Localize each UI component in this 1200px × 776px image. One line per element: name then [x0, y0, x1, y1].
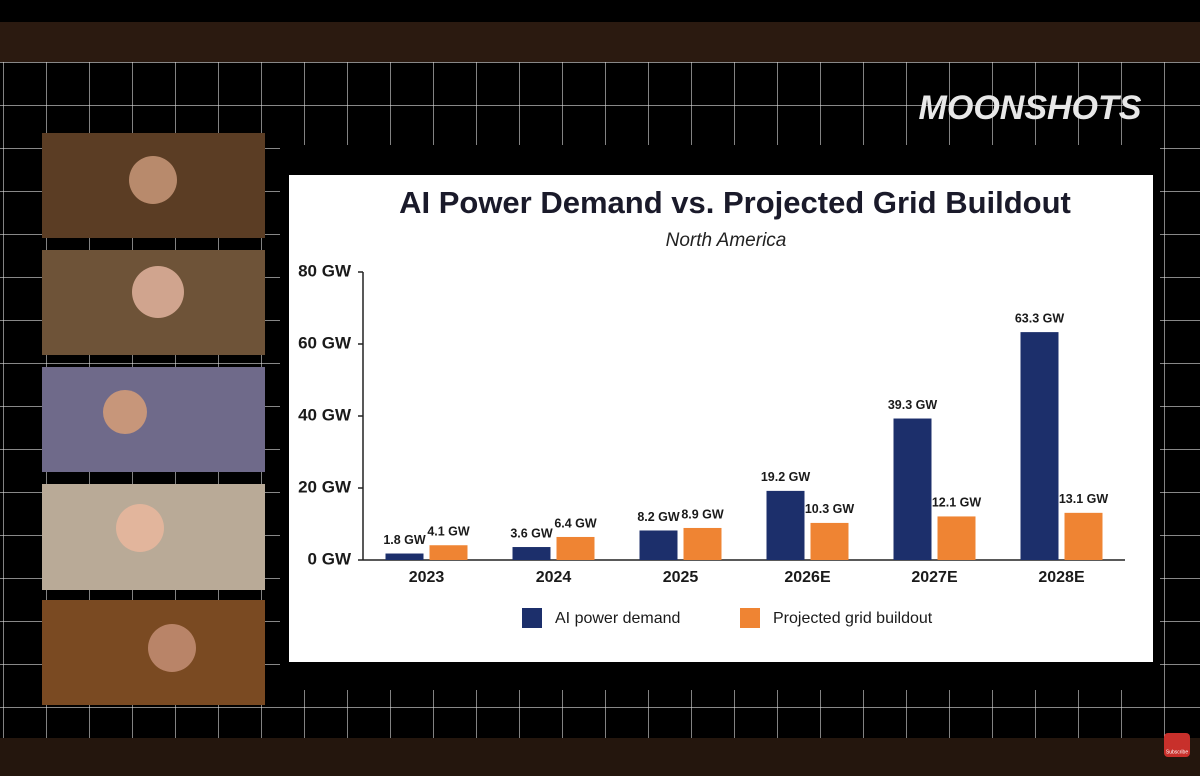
bar: [937, 516, 976, 560]
legend-label: AI power demand: [555, 610, 680, 627]
y-tick-label: 0 GW: [308, 549, 352, 568]
chart-subtitle: North America: [666, 230, 787, 251]
legend-swatch: [740, 608, 760, 628]
value-label: 8.9 GW: [681, 507, 724, 521]
legend-label: Projected grid buildout: [773, 610, 933, 627]
participant-head: [116, 504, 164, 552]
bar: [385, 553, 424, 560]
chart: AI Power Demand vs. Projected Grid Build…: [298, 185, 1125, 628]
participant-head: [148, 624, 196, 672]
value-label: 39.3 GW: [888, 398, 938, 412]
bar: [429, 545, 468, 560]
y-tick-label: 80 GW: [298, 261, 352, 280]
x-tick-label: 2024: [536, 569, 572, 586]
bar: [810, 522, 849, 560]
participant-head: [132, 266, 184, 318]
y-tick-label: 60 GW: [298, 333, 352, 352]
value-label: 6.4 GW: [554, 516, 597, 530]
value-label: 1.8 GW: [383, 533, 426, 547]
bar: [1020, 332, 1059, 560]
chart-title: AI Power Demand vs. Projected Grid Build…: [399, 185, 1071, 220]
participant-head: [103, 390, 147, 434]
value-label: 3.6 GW: [510, 526, 553, 540]
x-tick-label: 2027E: [911, 569, 958, 586]
value-label: 4.1 GW: [427, 525, 470, 539]
bar: [766, 490, 805, 560]
y-tick-label: 20 GW: [298, 477, 352, 496]
value-label: 12.1 GW: [932, 496, 982, 510]
y-tick-label: 40 GW: [298, 405, 352, 424]
bottom-band: [0, 738, 1200, 776]
x-tick-label: 2026E: [784, 569, 831, 586]
value-label: 13.1 GW: [1059, 492, 1109, 506]
value-label: 63.3 GW: [1015, 311, 1065, 325]
bar: [893, 418, 932, 560]
value-label: 10.3 GW: [805, 502, 855, 516]
subscribe-label[interactable]: Subscribe: [1166, 749, 1188, 755]
legend-swatch: [522, 608, 542, 628]
video-tile: [42, 367, 265, 472]
x-tick-label: 2025: [663, 569, 699, 586]
participant-tiles: [42, 133, 265, 705]
value-label: 8.2 GW: [637, 510, 680, 524]
value-label: 19.2 GW: [761, 470, 811, 484]
participant-head: [129, 156, 177, 204]
bar: [556, 536, 595, 560]
bar: [683, 527, 722, 560]
subscribe-button[interactable]: [1164, 733, 1190, 757]
chart-panel: [289, 175, 1153, 662]
bar: [512, 547, 551, 560]
bar: [1064, 512, 1103, 560]
x-tick-label: 2023: [409, 569, 445, 586]
bar: [639, 530, 678, 560]
x-tick-label: 2028E: [1038, 569, 1085, 586]
top-band: [0, 22, 1200, 62]
brand-logo: MOONSHOTS: [919, 89, 1142, 127]
